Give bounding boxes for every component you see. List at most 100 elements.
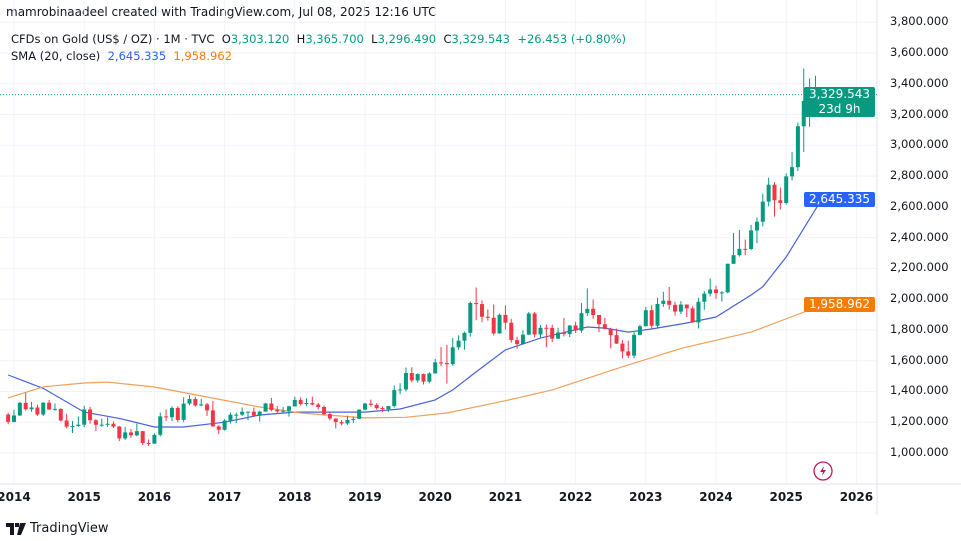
y-tick-label: 1,400.000 — [890, 383, 949, 398]
candle-body — [649, 310, 654, 326]
candle — [801, 68, 806, 152]
high-label: H — [296, 32, 306, 46]
candle-body — [70, 426, 75, 428]
candle-body — [632, 334, 637, 356]
candle — [778, 187, 783, 210]
candle-body — [281, 410, 286, 412]
candle-body — [246, 411, 250, 413]
candle — [626, 340, 631, 359]
candle — [41, 402, 46, 417]
candle — [456, 335, 461, 350]
sma-legend-row[interactable]: SMA (20, close) 2,645.335 1,958.962 — [11, 48, 626, 65]
candle — [129, 428, 133, 438]
candle-body — [772, 184, 777, 201]
candle — [363, 402, 367, 411]
tradingview-logo[interactable]: TradingView — [6, 521, 109, 536]
candle-body — [532, 313, 537, 335]
candle-body — [602, 324, 607, 329]
candle-body — [199, 404, 204, 406]
candle — [427, 372, 432, 384]
candle — [649, 305, 654, 330]
y-tick-label: 3,800.000 — [890, 14, 949, 29]
candle-body — [643, 310, 648, 327]
candle-body — [111, 423, 116, 427]
candle — [667, 286, 672, 310]
candle-body — [152, 434, 157, 444]
candle — [193, 396, 198, 407]
candle — [199, 398, 204, 407]
candle-body — [409, 372, 414, 381]
sma-value-2: 1,958.962 — [173, 49, 232, 63]
candle-body — [702, 293, 707, 302]
candle-body — [257, 411, 262, 416]
candle — [134, 423, 139, 437]
grid — [0, 0, 877, 484]
candle — [205, 402, 210, 416]
candle-body — [462, 332, 467, 341]
candle-body — [240, 411, 245, 415]
symbol-legend-row[interactable]: CFDs on Gold (US$ / OZ) · 1M · TVC O3,30… — [11, 31, 626, 48]
candle — [509, 318, 514, 343]
candle — [409, 367, 414, 383]
candle-body — [333, 418, 338, 423]
candle — [286, 405, 291, 417]
candle — [298, 397, 303, 406]
candle — [6, 412, 11, 425]
candle-body — [754, 221, 759, 231]
candle — [450, 338, 455, 366]
candle-body — [743, 248, 748, 250]
candle — [210, 400, 215, 427]
x-tick-label: 2019 — [348, 490, 382, 504]
change-value: +26.453 (+0.80%) — [517, 32, 626, 46]
candle-body — [275, 409, 280, 412]
candle — [433, 358, 438, 374]
candle-body — [380, 408, 385, 410]
candle — [140, 430, 145, 445]
candle — [480, 300, 484, 323]
candle — [64, 413, 69, 429]
candle — [58, 408, 63, 422]
candle — [743, 239, 748, 256]
candle — [526, 312, 531, 336]
lightning-icon[interactable] — [813, 461, 833, 481]
candle-body — [216, 426, 221, 430]
candle — [403, 367, 408, 392]
candle — [468, 301, 473, 337]
candle — [316, 402, 321, 410]
candle — [380, 406, 385, 413]
candle — [415, 373, 420, 383]
candle-body — [509, 322, 514, 341]
candle-body — [205, 404, 210, 411]
candle-body — [117, 426, 122, 439]
candle-body — [146, 442, 151, 444]
candle-body — [222, 420, 227, 430]
candle-body — [41, 402, 46, 415]
candle-body — [64, 420, 69, 427]
y-tick-label: 2,000.000 — [890, 291, 949, 306]
candle — [187, 395, 192, 406]
candle-body — [556, 332, 561, 339]
candle-body — [403, 372, 408, 390]
candle-body — [626, 351, 631, 356]
candle — [357, 409, 362, 419]
candle-body — [269, 403, 274, 410]
sma-orange-line — [8, 304, 822, 419]
candle-body — [790, 167, 795, 177]
candle — [181, 397, 186, 423]
candle-body — [392, 390, 397, 407]
candle — [304, 398, 309, 407]
candle-body — [310, 402, 315, 405]
candle — [275, 405, 280, 413]
x-tick-label: 2016 — [137, 490, 172, 504]
candle-body — [304, 402, 309, 405]
x-tick-label: 2017 — [207, 490, 242, 504]
candle-body — [23, 402, 28, 410]
candle — [444, 344, 449, 384]
candle — [591, 299, 596, 319]
candle-body — [468, 302, 473, 333]
open-value: 3,303.120 — [230, 32, 290, 46]
candle — [234, 412, 239, 423]
candle-body — [12, 415, 16, 422]
candle-body — [766, 184, 771, 202]
